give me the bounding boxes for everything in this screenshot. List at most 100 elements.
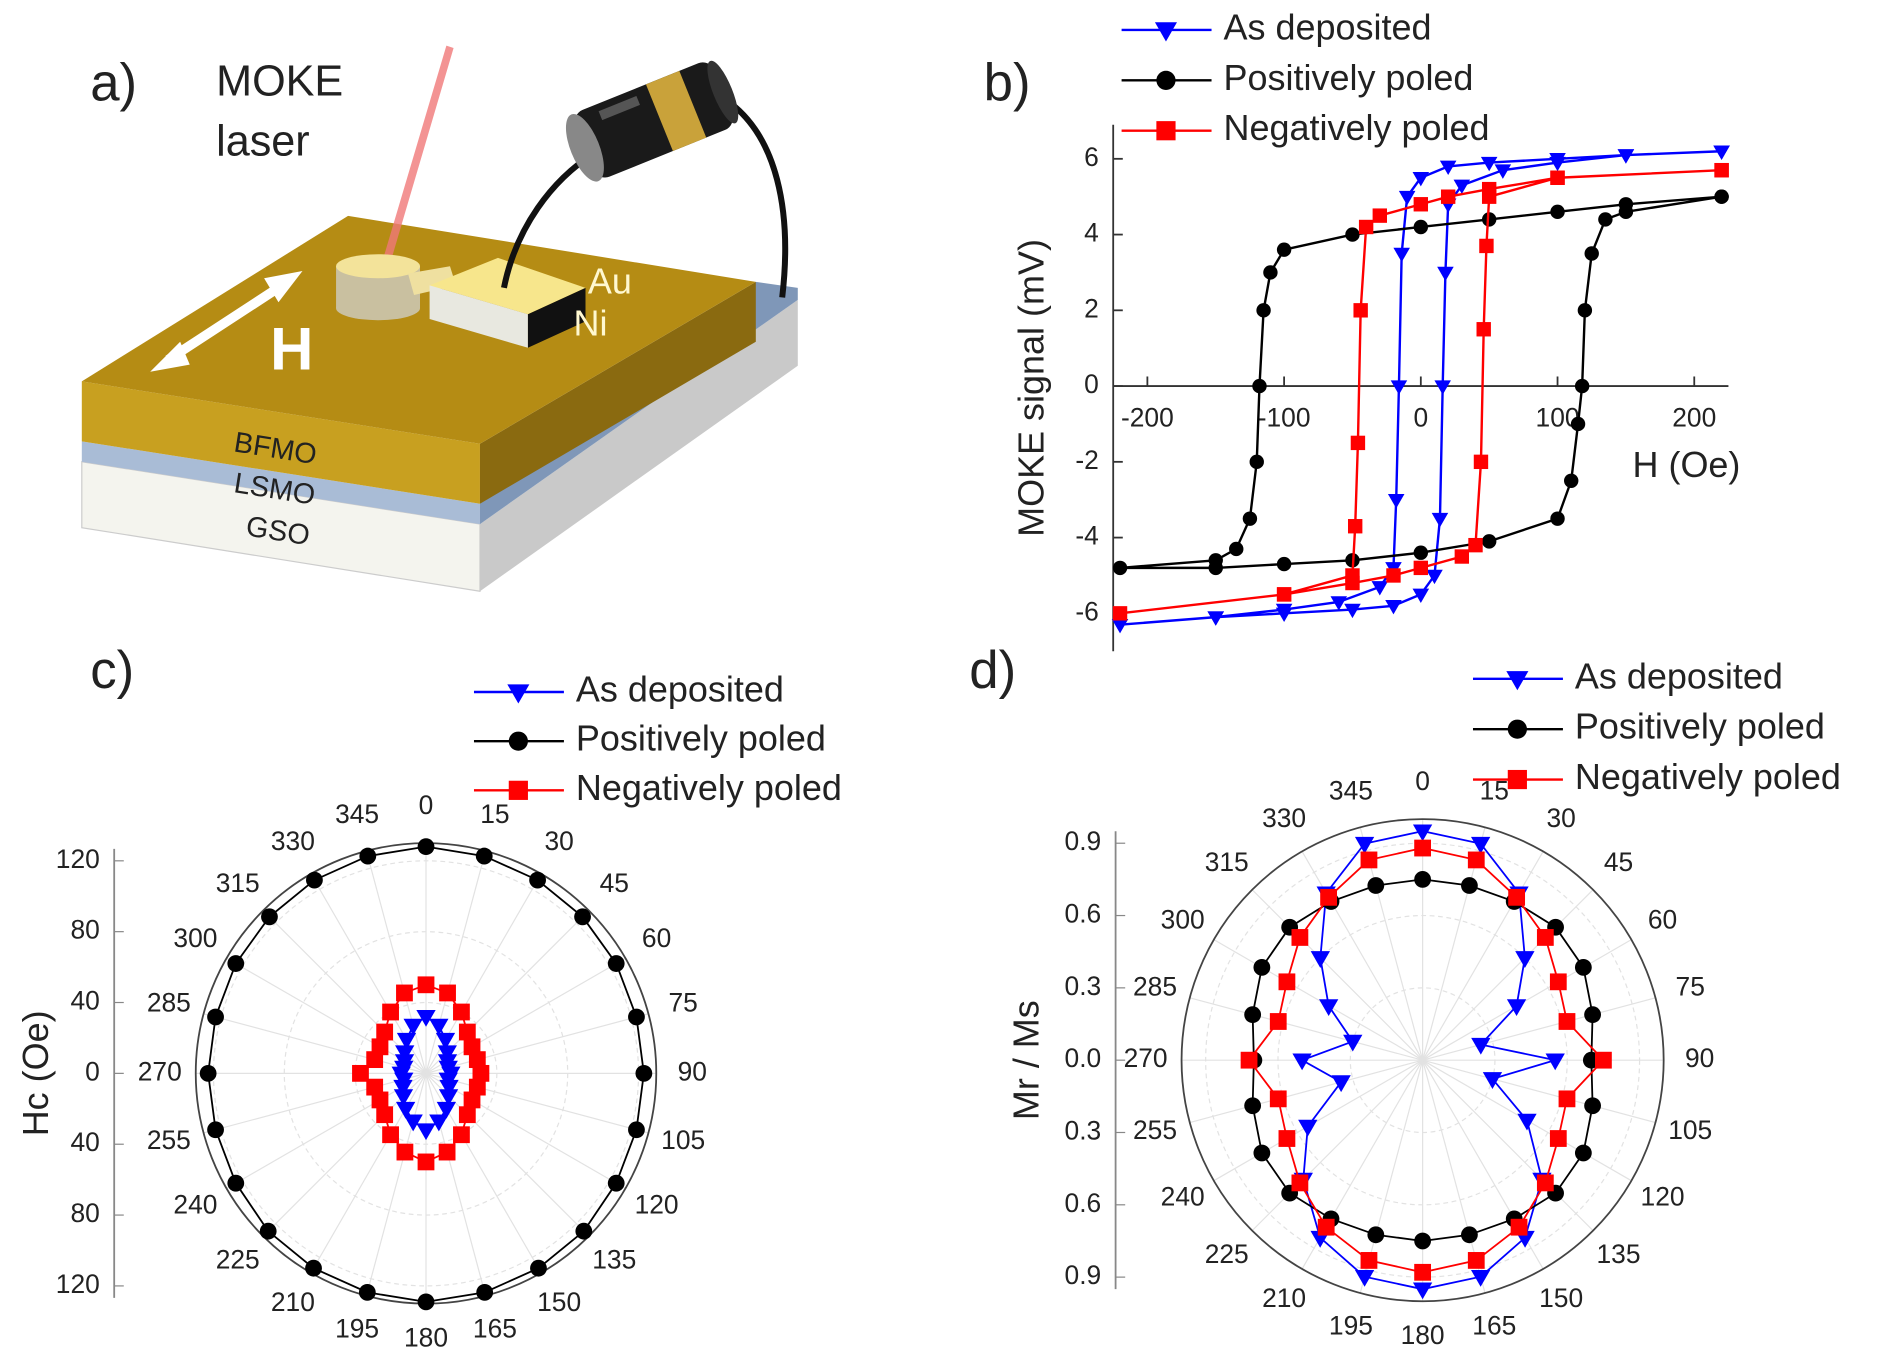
legend-marker xyxy=(1506,671,1528,690)
marker xyxy=(1298,1120,1317,1137)
y-tick-label: -2 xyxy=(1075,445,1098,475)
r-tick-label: 0.6 xyxy=(1065,899,1102,929)
angle-label: 135 xyxy=(592,1245,636,1275)
angle-grid-line xyxy=(1190,1060,1423,1122)
marker xyxy=(530,1260,547,1277)
marker xyxy=(1373,208,1387,222)
angle-label: 15 xyxy=(480,799,509,829)
r-tick-label: 0.3 xyxy=(1065,971,1102,1001)
marker xyxy=(1575,959,1592,976)
y-tick-label: 2 xyxy=(1084,293,1099,323)
marker xyxy=(359,1284,376,1301)
angle-label: 255 xyxy=(147,1125,191,1155)
legend-marker xyxy=(509,781,528,800)
marker xyxy=(608,1175,625,1192)
figure: a) MOKE laser Au Ni H BFMO LSMO GSO -6 -4… xyxy=(0,0,1881,1354)
marker xyxy=(1279,1130,1296,1147)
marker xyxy=(476,848,493,865)
marker xyxy=(1474,455,1488,469)
angle-label: 180 xyxy=(404,1323,448,1353)
marker xyxy=(207,1121,224,1138)
angle-label: 225 xyxy=(216,1245,260,1275)
marker xyxy=(359,848,376,865)
marker xyxy=(382,1126,399,1143)
angle-label: 165 xyxy=(1472,1311,1516,1341)
marker xyxy=(459,1024,476,1041)
marker xyxy=(439,1144,456,1161)
marker xyxy=(1253,959,1270,976)
marker xyxy=(1270,1090,1287,1107)
panel-a: a) MOKE laser Au Ni H BFMO LSMO GSO xyxy=(82,46,798,592)
marker xyxy=(1256,303,1270,317)
y-tick-label: -4 xyxy=(1075,521,1098,551)
marker xyxy=(1477,322,1491,336)
marker xyxy=(1348,519,1362,533)
cylinder-top xyxy=(336,254,420,278)
marker xyxy=(418,976,435,993)
angle-label: 210 xyxy=(1262,1283,1306,1313)
marker xyxy=(1578,303,1592,317)
marker xyxy=(1113,561,1127,575)
marker xyxy=(207,1009,224,1026)
marker xyxy=(1550,171,1564,185)
electrode-label: Au xyxy=(588,261,632,302)
marker xyxy=(1550,1130,1567,1147)
angle-label: 285 xyxy=(1133,971,1177,1001)
marker xyxy=(1564,474,1578,488)
marker xyxy=(1550,973,1567,990)
angle-label: 330 xyxy=(271,826,315,856)
legend-marker xyxy=(1156,71,1175,90)
marker xyxy=(1113,606,1127,620)
marker xyxy=(1550,205,1564,219)
x-tick-label: -200 xyxy=(1121,403,1174,433)
marker xyxy=(1468,538,1482,552)
marker xyxy=(382,1004,399,1021)
marker xyxy=(1209,561,1223,575)
marker xyxy=(1461,877,1478,894)
angle-grid-line xyxy=(1423,998,1656,1060)
angle-label: 60 xyxy=(1648,905,1677,935)
angle-label: 75 xyxy=(1676,971,1705,1001)
marker xyxy=(1455,549,1469,563)
marker xyxy=(1359,220,1373,234)
marker xyxy=(1598,212,1612,226)
r-tick-label: 80 xyxy=(70,1198,99,1228)
legend-label: As deposited xyxy=(576,668,784,709)
angle-label: 0 xyxy=(419,790,434,820)
marker xyxy=(1112,619,1129,633)
marker xyxy=(1550,511,1564,525)
r-axis-label: Hc (Oe) xyxy=(15,1010,56,1136)
marker xyxy=(1434,380,1451,394)
marker xyxy=(453,1126,470,1143)
marker xyxy=(1361,1252,1378,1269)
marker xyxy=(1432,513,1449,527)
legend-label: Negatively poled xyxy=(576,767,842,808)
angle-label: 195 xyxy=(335,1314,379,1344)
marker xyxy=(1367,1226,1384,1243)
legend-label: As deposited xyxy=(1224,6,1432,47)
electrode-label: Ni xyxy=(574,303,608,344)
marker xyxy=(1511,1219,1528,1236)
legend-label: Positively poled xyxy=(1224,57,1474,98)
marker xyxy=(1319,999,1338,1016)
r-tick-label: 40 xyxy=(70,1127,99,1157)
angle-label: 330 xyxy=(1262,803,1306,833)
angle-label: 315 xyxy=(1205,847,1249,877)
y-tick-label: 6 xyxy=(1084,142,1099,172)
marker xyxy=(306,872,323,889)
marker xyxy=(453,1004,470,1021)
r-tick-label: 0.3 xyxy=(1065,1115,1102,1145)
marker xyxy=(1414,546,1428,560)
marker xyxy=(1367,877,1384,894)
r-tick-label: 0.9 xyxy=(1065,826,1102,856)
marker xyxy=(1537,1175,1554,1192)
marker xyxy=(1244,1006,1261,1023)
marker xyxy=(1277,587,1291,601)
y-tick-label: -6 xyxy=(1075,596,1098,626)
cylinder-base xyxy=(336,296,420,320)
angle-grid-line xyxy=(1423,1060,1593,1230)
marker xyxy=(1353,303,1367,317)
angle-label: 240 xyxy=(173,1189,217,1219)
angle-label: 300 xyxy=(173,923,217,953)
marker xyxy=(1468,852,1485,869)
